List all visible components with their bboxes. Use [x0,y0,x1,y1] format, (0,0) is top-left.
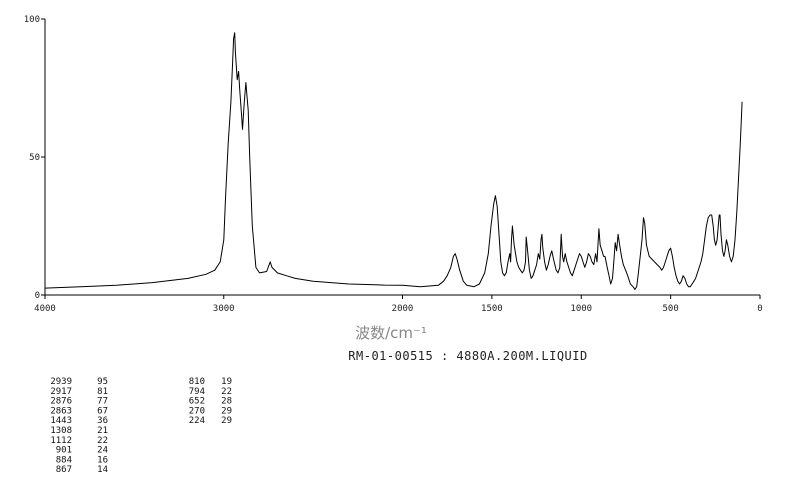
peak-wavenumber: 2939 [50,377,72,387]
peak-table: 2939 95 2917 81 2876 77 2863 67 1443 36 1308 21 1112… [50,377,232,475]
peak-transmittance: 24 [97,446,108,456]
peak-transmittance: 95 [97,377,108,387]
peak-transmittance: 22 [97,436,108,446]
x-axis-label: 波数/cm⁻¹ [355,324,427,342]
peak-wavenumber: 1308 [50,426,72,436]
peak-transmittance: 16 [97,455,108,465]
peak-wavenumber: 224 [189,416,205,426]
x-tick-label: 4000 [34,304,56,314]
x-tick-label: 2000 [392,304,414,314]
chart-series [44,32,743,290]
x-tick-label: 0 [757,304,762,314]
y-tick-label: 100 [24,15,40,25]
peak-transmittance: 29 [221,406,232,416]
chart-title: RM-01-00515 : 4880A.200M.LIQUID [348,349,587,363]
x-tick-label: 1000 [570,304,592,314]
peak-wavenumber: 1443 [50,416,72,426]
peak-transmittance: 36 [97,416,108,426]
x-tick-label: 1500 [481,304,503,314]
peak-transmittance: 28 [221,397,232,407]
peak-wavenumber: 2917 [50,387,72,397]
peak-wavenumber: 2863 [50,406,72,416]
peak-transmittance: 81 [97,387,108,397]
peak-wavenumber: 1112 [50,436,72,446]
peak-wavenumber: 2876 [50,397,72,407]
y-tick-label: 50 [29,153,40,163]
peak-transmittance: 14 [97,465,108,475]
chart-axes [44,19,760,296]
peak-wavenumber: 867 [56,465,72,475]
peak-transmittance: 29 [221,416,232,426]
peak-transmittance: 19 [221,377,232,387]
peak-wavenumber: 794 [189,387,205,397]
peak-wavenumber: 810 [189,377,205,387]
x-tick-label: 3000 [213,304,235,314]
peak-transmittance: 22 [221,387,232,397]
peak-transmittance: 67 [97,406,108,416]
peak-wavenumber: 901 [56,446,72,456]
peak-wavenumber: 652 [189,397,205,407]
y-tick-label: 0 [35,291,40,301]
peak-wavenumber: 884 [56,455,72,465]
peak-transmittance: 77 [97,397,108,407]
peak-wavenumber: 270 [189,406,205,416]
x-tick-label: 500 [662,304,678,314]
spectrum-line [44,32,743,290]
chart-ticks: 4000 3000 2000 1500 1000 500 0 0 50 100 [24,15,763,314]
peak-transmittance: 21 [97,426,108,436]
